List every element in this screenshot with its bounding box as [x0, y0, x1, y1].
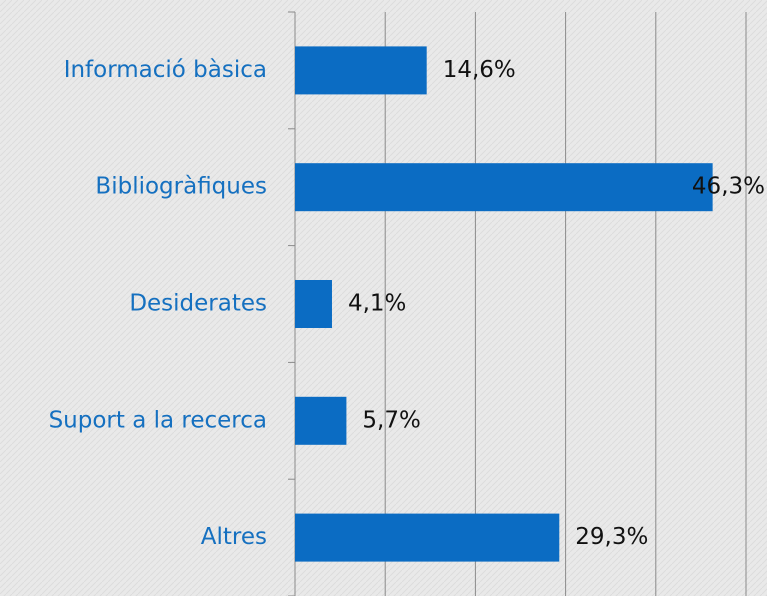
data-label: 29,3%: [575, 524, 648, 550]
y-tick-label: Bibliogràfiques: [95, 174, 267, 200]
y-tick-label: Informació bàsica: [64, 57, 267, 83]
bar: [295, 396, 347, 445]
data-label: 5,7%: [362, 407, 420, 433]
y-tick-label: Desiderates: [129, 291, 267, 317]
y-tick-label: Altres: [201, 524, 267, 550]
data-label: 46,3%: [692, 174, 765, 200]
y-tick-label: Suport a la recerca: [49, 407, 267, 433]
bar: [295, 280, 332, 328]
bar: [295, 513, 560, 562]
data-label: 14,6%: [443, 57, 516, 83]
data-label: 4,1%: [348, 291, 406, 317]
bar: [295, 46, 427, 95]
bar: [295, 163, 713, 212]
